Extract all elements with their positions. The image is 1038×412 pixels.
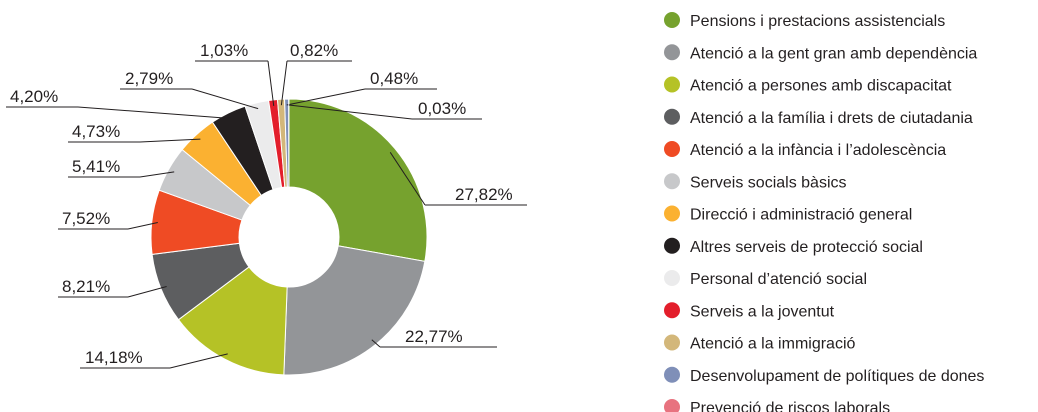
data-label: 0,48% [370,69,418,88]
legend-label: Direcció i administració general [690,207,912,224]
leader-line [120,88,259,110]
data-label: 14,18% [85,348,143,367]
donut-slice [283,245,426,376]
leader-line [389,152,527,206]
leader-line [6,106,231,119]
legend-label: Atenció a la família i drets de ciutadan… [690,110,973,127]
data-label: 4,20% [10,87,58,106]
legend-marker [664,302,680,319]
legend-marker [664,399,680,412]
legend-marker [664,108,680,125]
legend-label: Atenció a la infància i l’adolescència [690,142,946,159]
data-label: 27,82% [455,185,513,204]
leader-line [68,138,201,143]
legend-marker [664,141,680,157]
data-label: 22,77% [405,327,463,346]
leader-line [68,171,175,178]
legend-label: Atenció a la immigració [690,336,856,353]
legend-marker [664,334,680,351]
legend-label: Atenció a la gent gran amb dependència [690,45,977,62]
leader-line [195,60,275,106]
legend-label: Pensions i prestacions assistencials [690,13,945,30]
legend-marker [664,366,680,383]
legend-marker [664,173,680,190]
data-label: 8,21% [62,277,110,296]
leader-line [286,88,437,106]
legend-label: Prevenció de riscos laborals [690,400,890,412]
legend-label: Serveis socials bàsics [690,174,847,191]
legend-marker [664,76,680,93]
legend-marker [664,12,680,28]
data-label: 7,52% [62,209,110,228]
leader-line [80,353,228,369]
leader-line [280,60,352,106]
donut-slice [288,98,428,262]
legend-marker [664,270,680,286]
leader-line [58,222,158,230]
data-label: 2,79% [125,69,173,88]
leader-line [371,339,497,348]
data-label: 0,03% [418,99,466,118]
legend-marker [664,44,680,61]
legend-label: Personal d’atenció social [690,271,867,288]
data-label: 0,82% [290,41,338,60]
data-label: 1,03% [200,41,248,60]
data-label: 4,73% [72,122,120,141]
legend-label: Desenvolupament de polítiques de dones [690,368,984,385]
legend-marker [664,237,680,254]
data-label: 5,41% [72,157,120,176]
leader-line [58,286,167,298]
legend-label: Altres serveis de protecció social [690,239,923,256]
donut-slice [177,266,288,376]
legend-label: Atenció a persones amb discapacitat [690,78,952,95]
leader-line [288,104,482,120]
legend-label: Serveis a la joventut [690,303,835,320]
legend-marker [664,205,680,222]
